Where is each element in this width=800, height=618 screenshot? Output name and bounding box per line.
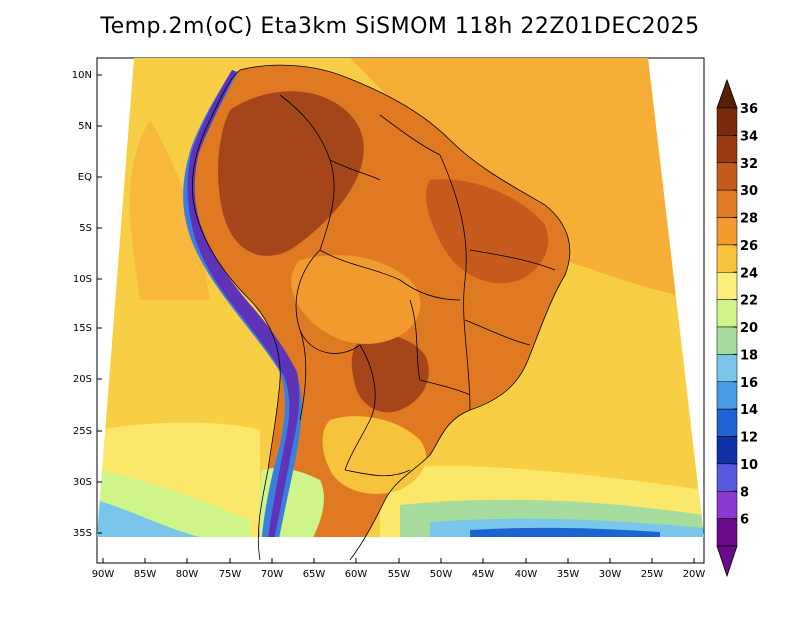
northeast-warm-region bbox=[425, 179, 549, 284]
lon-label: 50W bbox=[430, 569, 453, 580]
lat-label: EQ bbox=[78, 172, 92, 183]
longitude-axis: 90W 85W 80W 75W 70W 65W 60W 55W 50W 45W … bbox=[92, 569, 706, 580]
andes-purple-core bbox=[187, 70, 300, 537]
colorbar-label: 30 bbox=[740, 184, 758, 199]
lat-label: 20S bbox=[73, 374, 92, 385]
lat-label: 35S bbox=[73, 528, 92, 539]
lat-label: 5S bbox=[79, 223, 92, 234]
lon-label: 65W bbox=[303, 569, 326, 580]
colorbar-swatch bbox=[716, 518, 738, 547]
colorbar-label: 8 bbox=[740, 485, 749, 500]
lat-label: 30S bbox=[73, 477, 92, 488]
colorbar-swatch bbox=[716, 491, 738, 519]
colorbar-swatch bbox=[716, 408, 738, 437]
colorbar-top-arrow bbox=[716, 78, 738, 109]
deep-blue-south-atlantic bbox=[470, 527, 660, 537]
colorbar-swatch bbox=[716, 189, 738, 218]
lat-label: 25S bbox=[73, 426, 92, 437]
latitude-ticks bbox=[97, 74, 102, 534]
colorbar-swatch bbox=[716, 354, 738, 382]
colorbar-label: 34 bbox=[740, 129, 758, 144]
colorbar-swatch bbox=[716, 381, 738, 410]
lon-label: 60W bbox=[345, 569, 368, 580]
colorbar-label: 32 bbox=[740, 157, 758, 172]
lon-label: 20W bbox=[683, 569, 706, 580]
colorbar-swatch bbox=[716, 217, 738, 246]
colorbar-label: 12 bbox=[740, 431, 758, 446]
colorbar: 36 34 32 30 28 26 24 22 20 18 16 14 12 10 8 6 bbox=[716, 78, 758, 578]
central-warm-region bbox=[291, 255, 421, 344]
southern-brazil-mild-region bbox=[322, 416, 427, 494]
lat-label: 5N bbox=[78, 121, 92, 132]
colorbar-swatch bbox=[716, 244, 738, 273]
warm-atlantic-region bbox=[350, 58, 704, 300]
colorbar-label: 6 bbox=[740, 513, 749, 528]
colorbar-label: 14 bbox=[740, 403, 758, 418]
colorbar-label: 10 bbox=[740, 458, 758, 473]
lon-label: 85W bbox=[134, 569, 157, 580]
longitude-ticks bbox=[102, 558, 695, 563]
colorbar-label: 18 bbox=[740, 348, 758, 363]
lon-label: 45W bbox=[472, 569, 495, 580]
lon-label: 35W bbox=[557, 569, 580, 580]
colorbar-swatch bbox=[716, 326, 738, 355]
colorbar-label: 36 bbox=[740, 102, 758, 117]
latitude-axis: 10N 5N EQ 5S 10S 15S 20S 25S 30S 35S bbox=[72, 70, 92, 539]
colorbar-swatch bbox=[716, 272, 738, 300]
lon-label: 80W bbox=[176, 569, 199, 580]
blue-south-ocean-region bbox=[97, 500, 200, 537]
colorbar-label: 20 bbox=[740, 321, 758, 336]
colorbar-label: 24 bbox=[740, 266, 758, 281]
colorbar-label: 28 bbox=[740, 212, 758, 227]
amazon-hot-region bbox=[218, 91, 364, 256]
country-borders bbox=[191, 64, 571, 561]
lat-label: 15S bbox=[73, 323, 92, 334]
colorbar-swatch bbox=[716, 436, 738, 465]
colorbar-swatch bbox=[716, 463, 738, 492]
lon-label: 25W bbox=[641, 569, 664, 580]
lon-label: 70W bbox=[261, 569, 284, 580]
lon-label: 40W bbox=[515, 569, 538, 580]
colorbar-label: 26 bbox=[740, 239, 758, 254]
lon-label: 90W bbox=[92, 569, 115, 580]
pantanal-hot-region bbox=[351, 335, 429, 413]
colorbar-labels: 36 34 32 30 28 26 24 22 20 18 16 14 12 10 8 6 bbox=[733, 102, 758, 528]
colorbar-label: 16 bbox=[740, 376, 758, 391]
colorbar-label: 22 bbox=[740, 294, 758, 309]
warm-pacific-region bbox=[130, 120, 210, 300]
lon-label: 30W bbox=[599, 569, 622, 580]
colorbar-swatch bbox=[716, 107, 738, 136]
lon-label: 55W bbox=[388, 569, 411, 580]
map-domain bbox=[97, 58, 704, 537]
lon-label: 75W bbox=[219, 569, 242, 580]
colorbar-swatch bbox=[716, 135, 738, 163]
lat-label: 10N bbox=[72, 70, 92, 81]
lat-label: 10S bbox=[73, 274, 92, 285]
colorbar-swatch bbox=[716, 299, 738, 328]
map-title: Temp.2m(oC) Eta3km SiSMOM 118h 22Z01DEC2… bbox=[100, 14, 700, 39]
colorbar-swatch bbox=[716, 162, 738, 191]
colorbar-bottom-arrow bbox=[716, 545, 738, 578]
colorbar-swatches bbox=[716, 107, 738, 547]
